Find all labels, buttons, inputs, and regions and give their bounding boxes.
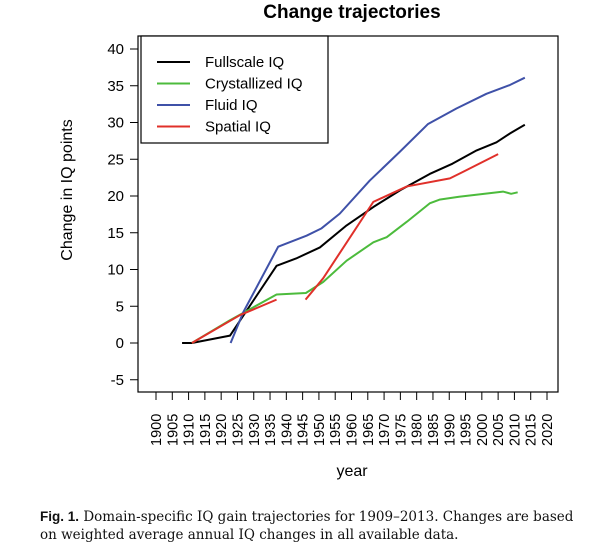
- legend-label: Spatial IQ: [205, 119, 271, 136]
- y-tick-label: 15: [107, 225, 124, 242]
- x-tick-label: 1985: [426, 414, 442, 446]
- caption-label: Fig. 1.: [40, 509, 80, 524]
- x-axis-label: year: [336, 463, 368, 480]
- y-tick-label: 0: [116, 335, 124, 352]
- x-tick-label: 1980: [410, 414, 426, 446]
- x-tick-label: 1960: [345, 414, 361, 446]
- x-tick-label: 1940: [279, 414, 295, 446]
- x-tick-label: 2020: [540, 414, 556, 446]
- x-tick-label: 1950: [312, 414, 328, 446]
- x-tick-label: 1995: [459, 414, 475, 446]
- x-tick-label: 1990: [442, 414, 458, 446]
- x-tick-label: 1900: [149, 414, 165, 446]
- y-tick-label: 20: [107, 188, 124, 205]
- chart-title: Change trajectories: [263, 2, 440, 23]
- x-tick-label: 1925: [230, 414, 246, 446]
- figure-caption: Fig. 1. Domain-specific IQ gain trajecto…: [40, 508, 590, 544]
- y-tick-label: 5: [116, 298, 124, 315]
- x-tick-label: 1970: [377, 414, 393, 446]
- legend-label: Fluid IQ: [205, 97, 258, 114]
- x-tick-label: 2000: [475, 414, 491, 446]
- y-axis-label: Change in IQ points: [59, 119, 76, 260]
- x-tick-label: 1915: [198, 414, 214, 446]
- legend-label: Fullscale IQ: [205, 54, 284, 71]
- x-tick-label: 1930: [247, 414, 263, 446]
- series-line-spatial-iq: [304, 153, 499, 301]
- x-tick-label: 1910: [182, 414, 198, 446]
- x-tick-label: 2005: [491, 414, 507, 446]
- y-tick-label: 10: [107, 262, 124, 279]
- plot-frame: [137, 35, 559, 393]
- legend-box: [140, 35, 329, 144]
- x-tick-label: 1935: [263, 414, 279, 446]
- legend: Fullscale IQ Crystallized IQ Fluid IQ Spati…: [140, 35, 329, 144]
- x-tick-label: 2015: [524, 414, 540, 446]
- x-tick-label: 1945: [296, 414, 312, 446]
- line-chart: Change trajectories -5 0 5 10 15 20 25 30 35 40 1…: [59, 2, 559, 480]
- caption-text: Domain-specific IQ gain trajectories for…: [40, 509, 574, 543]
- x-tick-label: 1965: [361, 414, 377, 446]
- x-tick-label: 1920: [214, 414, 230, 446]
- x-tick-label: 1955: [328, 414, 344, 446]
- y-tick-label: -5: [111, 372, 124, 389]
- series-line-spatial-iq: [191, 298, 277, 344]
- y-tick-label: 40: [107, 41, 124, 58]
- y-tick-label: 35: [107, 78, 124, 95]
- legend-label: Crystallized IQ: [205, 76, 303, 93]
- x-tick-label: 1975: [393, 414, 409, 446]
- x-tick-label: 1905: [165, 414, 181, 446]
- y-tick-label: 25: [107, 151, 124, 168]
- series-line-crystallized-iq: [191, 190, 518, 344]
- y-tick-label: 30: [107, 115, 124, 132]
- series-line-fluid-iq: [229, 76, 526, 344]
- x-tick-label: 2010: [507, 414, 523, 446]
